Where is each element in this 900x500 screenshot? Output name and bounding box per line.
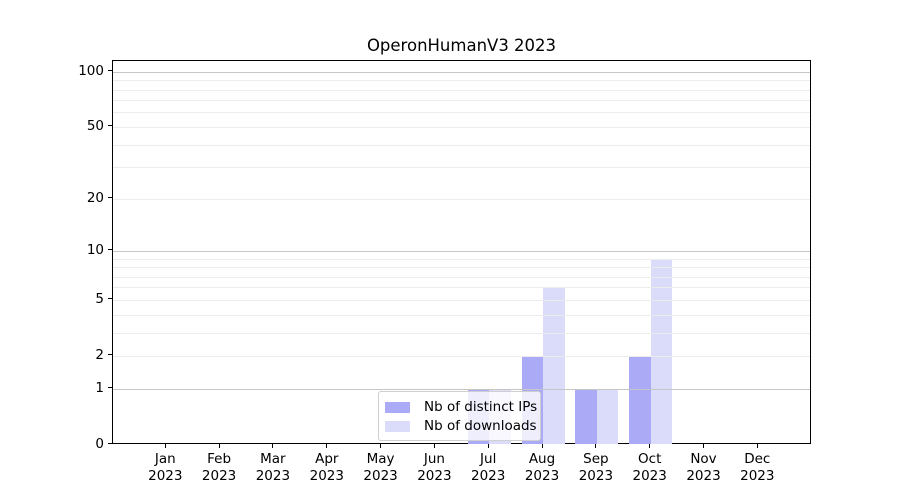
gridline-major [113, 250, 810, 252]
x-tick-month: Jun [423, 451, 445, 467]
x-tick-year: 2023 [309, 468, 344, 484]
legend-item-downloads: Nb of downloads [385, 418, 537, 435]
gridline-minor [113, 80, 810, 82]
x-tick-year: 2023 [471, 468, 506, 484]
x-tick-year: 2023 [148, 468, 183, 484]
x-axis-tick [272, 444, 274, 448]
bar-distinct-ips [629, 355, 651, 444]
x-tick-month: May [366, 451, 395, 467]
x-tick-month: Oct [638, 451, 662, 467]
y-axis-tick [108, 298, 112, 300]
gridline-major [113, 388, 810, 390]
x-axis-tick [487, 444, 489, 448]
gridline-minor [113, 314, 810, 316]
gridline-minor [113, 100, 810, 102]
plot-area [112, 60, 811, 444]
x-tick-month: Dec [744, 451, 771, 467]
y-axis-tick-label: 1 [95, 379, 104, 396]
x-tick-year: 2023 [255, 468, 291, 484]
legend: Nb of distinct IPs Nb of downloads [378, 391, 541, 441]
gridline-minor [113, 167, 810, 169]
gridline-minor [113, 332, 810, 334]
y-axis-tick-label: 100 [78, 62, 104, 79]
gridline-minor [113, 198, 810, 200]
x-tick-year: 2023 [524, 468, 560, 484]
gridline-minor [113, 258, 810, 260]
x-tick-year: 2023 [740, 468, 775, 484]
gridline-minor [113, 299, 810, 301]
x-tick-year: 2023 [201, 468, 237, 484]
y-axis-tick [108, 387, 112, 388]
legend-item-distinct-ips: Nb of distinct IPs [385, 399, 538, 416]
x-tick-year: 2023 [632, 468, 667, 484]
x-axis-tick-label: Feb 2023 [191, 451, 247, 485]
bar-distinct-ips [575, 388, 597, 444]
x-axis-tick [703, 444, 704, 448]
bar-downloads [650, 258, 673, 444]
y-axis-tick [108, 354, 112, 356]
y-axis-tick [108, 70, 112, 72]
x-tick-month: Jan [154, 451, 176, 467]
x-axis-tick [756, 444, 758, 448]
gridline-minor [113, 144, 810, 146]
gridline-minor [113, 89, 810, 91]
x-axis-tick-label: Apr 2023 [299, 451, 355, 485]
legend-label-downloads: Nb of downloads [424, 418, 537, 434]
legend-label-distinct-ips: Nb of distinct IPs [424, 399, 538, 415]
x-axis-tick [218, 444, 220, 448]
y-axis-tick-label: 20 [86, 189, 104, 206]
x-tick-month: Nov [690, 451, 717, 467]
x-tick-month: Sep [583, 451, 609, 467]
x-tick-month: Feb [207, 451, 232, 467]
y-axis-tick-label: 0 [95, 435, 104, 452]
x-axis-tick-label: Sep 2023 [568, 451, 624, 485]
gridline-minor [113, 276, 810, 278]
x-axis-tick [433, 444, 435, 448]
chart-title: OperonHumanV3 2023 [366, 36, 557, 55]
x-axis-tick-label: May 2023 [353, 451, 409, 485]
y-axis-tick-label: 50 [86, 117, 104, 134]
x-axis-tick [326, 444, 328, 448]
gridline-minor [113, 112, 810, 114]
x-axis-tick-label: Nov 2023 [676, 451, 732, 485]
x-tick-month: Jul [480, 451, 497, 467]
x-tick-month: Mar [260, 451, 286, 467]
x-axis-tick [164, 444, 166, 448]
y-axis-tick [108, 197, 112, 199]
x-axis-tick-label: Aug 2023 [514, 451, 570, 485]
gridline-minor [113, 355, 810, 357]
x-tick-month: Aug [528, 451, 556, 467]
legend-swatch-distinct-ips [385, 402, 410, 413]
y-axis-tick-label: 5 [95, 290, 104, 307]
x-axis-tick-label: Jul 2023 [460, 451, 516, 485]
x-axis-tick-label: Jun 2023 [406, 451, 462, 485]
x-tick-year: 2023 [363, 468, 398, 484]
y-axis-tick-label: 10 [86, 241, 104, 258]
y-axis-tick [108, 443, 112, 444]
bar-downloads [543, 287, 565, 444]
y-axis-tick [108, 249, 112, 251]
x-axis-tick [595, 444, 597, 448]
x-axis-tick [649, 444, 651, 448]
y-axis-tick-label: 2 [95, 346, 104, 363]
x-axis-tick [380, 444, 382, 448]
x-tick-year: 2023 [686, 468, 721, 484]
legend-swatch-downloads [385, 421, 410, 432]
x-axis-tick [541, 444, 543, 448]
x-tick-year: 2023 [417, 468, 452, 484]
gridline-minor [113, 267, 810, 268]
x-axis-tick-label: Oct 2023 [622, 451, 678, 485]
x-axis-tick-label: Mar 2023 [245, 451, 301, 485]
x-tick-month: Apr [315, 451, 339, 467]
x-axis-tick-label: Dec 2023 [729, 451, 785, 485]
bar-downloads [596, 388, 619, 444]
gridline-major [113, 71, 810, 73]
gridline-minor [113, 287, 810, 289]
gridline-minor [113, 126, 810, 128]
y-axis-tick [108, 125, 112, 127]
x-tick-year: 2023 [578, 468, 614, 484]
x-axis-tick-label: Jan 2023 [137, 451, 193, 485]
